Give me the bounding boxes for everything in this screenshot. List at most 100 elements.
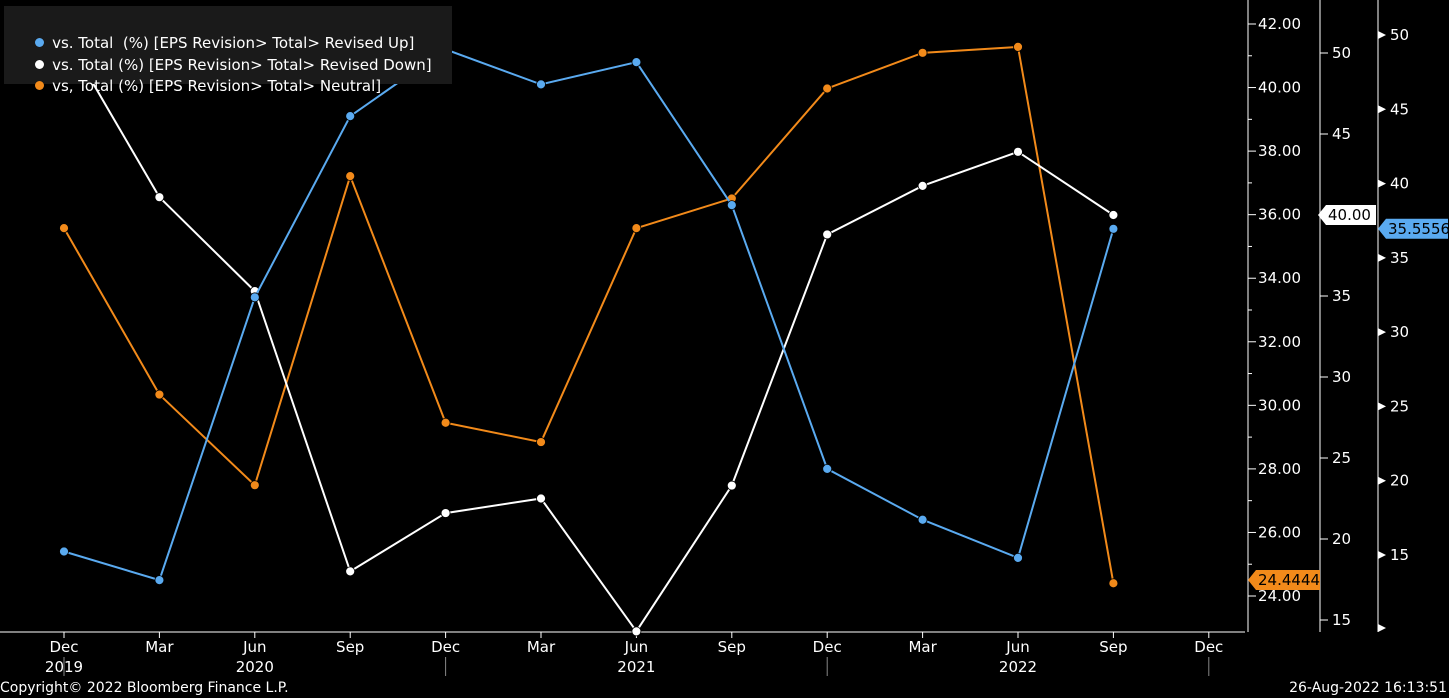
y-axis3-tick <box>1378 105 1386 114</box>
data-point-revised-up <box>822 463 833 474</box>
x-tick-label: Dec <box>1194 638 1223 656</box>
data-point-revised-down <box>917 180 928 191</box>
last-value-tag-revised-down-bg <box>1318 205 1376 225</box>
y-axis2-label: 45 <box>1332 125 1351 143</box>
data-point-revised-up <box>154 575 165 586</box>
data-point-revised-up <box>249 292 260 303</box>
legend-item-revised-down[interactable]: vs. Total (%) [EPS Revision> Total> Revi… <box>16 38 432 92</box>
data-point-neutral <box>822 83 833 94</box>
y-axis3-end-tick <box>1378 624 1386 632</box>
y-axis2-label: 50 <box>1332 44 1351 62</box>
data-point-revised-up <box>631 57 642 68</box>
data-point-neutral <box>440 417 451 428</box>
series-line-revised-up <box>63 48 1115 582</box>
data-point-neutral <box>59 223 69 234</box>
data-point-neutral <box>631 223 642 234</box>
legend-dot-revised-down <box>35 60 45 69</box>
data-point-revised-down <box>631 626 642 637</box>
data-point-neutral <box>249 480 260 491</box>
x-tick-label: Jun <box>1005 638 1029 656</box>
y-axis3-label: 15 <box>1390 546 1409 564</box>
x-year-label: 2021 <box>617 658 655 676</box>
data-point-revised-up <box>59 546 69 557</box>
y-axis1-label: 36.00 <box>1258 206 1301 224</box>
y-axis3-tick <box>1378 253 1386 262</box>
data-point-revised-up <box>1108 223 1119 234</box>
y-axis3-label: 20 <box>1390 472 1409 490</box>
y-axis1-label: 30.00 <box>1258 396 1301 414</box>
y-axis3-label: 40 <box>1390 175 1409 193</box>
data-point-revised-down <box>1013 146 1023 157</box>
data-point-revised-down <box>345 566 356 577</box>
y-axis2-label: 35 <box>1332 287 1351 305</box>
data-point-revised-down <box>822 229 833 240</box>
y-axis2-label: 20 <box>1332 530 1351 548</box>
legend-dot-neutral <box>35 81 45 90</box>
x-tick-label: Sep <box>336 638 364 656</box>
last-value-tag-revised-down: 40.00 <box>1328 206 1371 224</box>
x-tick-label: Dec <box>49 638 78 656</box>
x-year-label: 2022 <box>999 658 1037 676</box>
data-point-neutral <box>345 171 356 182</box>
y-axis1-label: 38.00 <box>1258 142 1301 160</box>
legend-label-revised-down: vs. Total (%) [EPS Revision> Total> Revi… <box>52 56 432 74</box>
y-axis1-label: 28.00 <box>1258 460 1301 478</box>
data-point-revised-down <box>154 192 165 203</box>
data-point-neutral <box>536 437 546 447</box>
y-axis3-label: 25 <box>1390 397 1409 415</box>
x-tick-label: Dec <box>431 638 460 656</box>
data-point-revised-down <box>536 493 546 504</box>
x-tick-label: Mar <box>908 638 937 656</box>
data-point-revised-down <box>440 508 451 518</box>
data-point-neutral <box>154 389 165 400</box>
labels-layer: 35.5556 40.00 24.4444 <box>1248 205 1449 590</box>
y-axis3-label: 30 <box>1390 323 1409 341</box>
y-axis2-label: 15 <box>1332 611 1351 629</box>
legend-item-neutral[interactable]: vs, Total (%) [EPS Revision> Total> Neut… <box>16 59 381 113</box>
x-tick-label: Jun <box>242 638 266 656</box>
x-tick-label: Mar <box>527 638 556 656</box>
last-value-tag-revised-up: 35.5556 <box>1388 220 1449 238</box>
y-axis1-label: 34.00 <box>1258 269 1301 287</box>
y-axis1-label: 42.00 <box>1258 15 1301 33</box>
y-axis3-tick <box>1378 402 1386 411</box>
timestamp-text: 26-Aug-2022 16:13:51 <box>1289 680 1447 696</box>
x-tick-label: Jun <box>624 638 648 656</box>
last-value-tag-revised-up-bg <box>1378 218 1448 239</box>
y-axis3-tick <box>1378 179 1386 188</box>
x-tick-label: Sep <box>718 638 746 656</box>
legend-dot-revised-up <box>35 38 45 47</box>
data-point-revised-up <box>917 514 928 525</box>
data-point-neutral <box>1013 41 1023 52</box>
data-point-revised-up <box>1013 552 1023 563</box>
y-axis1-label: 24.00 <box>1258 587 1301 605</box>
y-axis3-tick <box>1378 551 1386 559</box>
x-tick-label: Mar <box>145 638 174 656</box>
y-axis1-label: 32.00 <box>1258 333 1301 351</box>
y-axis2-label: 30 <box>1332 368 1351 386</box>
data-point-revised-up <box>726 200 737 211</box>
lines-layer <box>59 28 1119 637</box>
data-point-neutral <box>917 47 928 58</box>
y-axis3-label: 50 <box>1390 26 1409 44</box>
x-year-label: 2020 <box>236 658 274 676</box>
data-point-revised-up <box>345 111 356 122</box>
copyright-text: Copyright© 2022 Bloomberg Finance L.P. <box>0 680 289 696</box>
y-axis3-tick <box>1378 31 1386 39</box>
data-point-neutral <box>1108 578 1119 589</box>
y-axis3-label: 35 <box>1390 249 1409 267</box>
data-point-revised-up <box>536 79 546 90</box>
series-line-neutral <box>63 45 1115 584</box>
data-point-revised-down <box>1108 210 1119 220</box>
y-axis3-tick <box>1378 328 1386 337</box>
x-tick-label: Sep <box>1099 638 1127 656</box>
series-line-revised-down <box>63 33 1114 634</box>
legend-label-neutral: vs, Total (%) [EPS Revision> Total> Neut… <box>52 77 382 95</box>
y-axis2-label: 25 <box>1332 449 1351 467</box>
y-axis3-tick <box>1378 476 1386 485</box>
y-axis1-label: 40.00 <box>1258 79 1301 97</box>
data-point-revised-down <box>726 480 737 491</box>
legend-item-revised-up[interactable]: vs. Total (%) [EPS Revision> Total> Revi… <box>16 16 414 70</box>
